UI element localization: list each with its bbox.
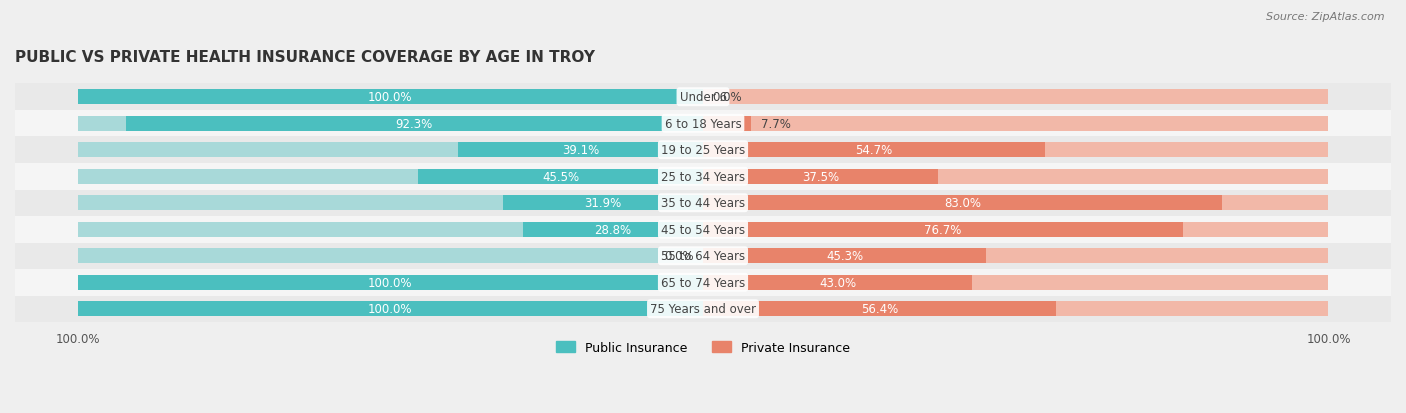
Text: 45.5%: 45.5% — [543, 170, 579, 183]
Bar — [703, 143, 1329, 158]
Text: 45 to 54 Years: 45 to 54 Years — [661, 223, 745, 236]
Bar — [523, 222, 703, 237]
Bar — [703, 275, 1329, 290]
Text: 100.0%: 100.0% — [368, 276, 412, 289]
Text: 45.3%: 45.3% — [827, 250, 863, 263]
Legend: Public Insurance, Private Insurance: Public Insurance, Private Insurance — [551, 336, 855, 359]
Bar — [503, 196, 703, 211]
Bar — [77, 143, 703, 158]
Bar — [458, 143, 703, 158]
Text: 25 to 34 Years: 25 to 34 Years — [661, 170, 745, 183]
Bar — [77, 196, 703, 211]
Bar — [703, 249, 1329, 264]
Text: 75 Years and over: 75 Years and over — [650, 303, 756, 316]
Bar — [125, 116, 703, 132]
Bar — [77, 249, 703, 264]
Text: 92.3%: 92.3% — [395, 117, 433, 131]
Text: 43.0%: 43.0% — [818, 276, 856, 289]
Text: 0.0%: 0.0% — [664, 250, 693, 263]
Bar — [77, 301, 703, 317]
Text: 100.0%: 100.0% — [368, 303, 412, 316]
Bar — [15, 216, 1391, 243]
Text: 31.9%: 31.9% — [585, 197, 621, 210]
Text: 83.0%: 83.0% — [943, 197, 981, 210]
Bar — [703, 275, 972, 290]
Bar — [77, 90, 703, 105]
Text: 54.7%: 54.7% — [855, 144, 893, 157]
Text: Source: ZipAtlas.com: Source: ZipAtlas.com — [1267, 12, 1385, 22]
Bar — [77, 169, 703, 185]
Bar — [703, 301, 1056, 317]
Bar — [15, 269, 1391, 296]
Bar — [703, 90, 1329, 105]
Bar — [703, 143, 1045, 158]
Bar — [703, 249, 987, 264]
Bar — [15, 84, 1391, 111]
Bar — [15, 164, 1391, 190]
Bar — [77, 275, 703, 290]
Text: PUBLIC VS PRIVATE HEALTH INSURANCE COVERAGE BY AGE IN TROY: PUBLIC VS PRIVATE HEALTH INSURANCE COVER… — [15, 50, 595, 65]
Text: 19 to 25 Years: 19 to 25 Years — [661, 144, 745, 157]
Bar — [703, 222, 1182, 237]
Bar — [15, 296, 1391, 322]
Text: 37.5%: 37.5% — [801, 170, 839, 183]
Bar — [15, 111, 1391, 137]
Text: Under 6: Under 6 — [679, 91, 727, 104]
Bar — [15, 137, 1391, 164]
Bar — [703, 222, 1329, 237]
Bar — [703, 196, 1329, 211]
Text: 76.7%: 76.7% — [924, 223, 962, 236]
Bar — [703, 116, 751, 132]
Bar — [703, 116, 1329, 132]
Text: 6 to 18 Years: 6 to 18 Years — [665, 117, 741, 131]
Bar — [15, 243, 1391, 269]
Bar — [77, 301, 703, 317]
Bar — [15, 190, 1391, 216]
Text: 100.0%: 100.0% — [368, 91, 412, 104]
Text: 65 to 74 Years: 65 to 74 Years — [661, 276, 745, 289]
Text: 28.8%: 28.8% — [595, 223, 631, 236]
Bar — [703, 169, 1329, 185]
Bar — [703, 169, 938, 185]
Text: 55 to 64 Years: 55 to 64 Years — [661, 250, 745, 263]
Text: 0.0%: 0.0% — [713, 91, 742, 104]
Bar — [77, 222, 703, 237]
Text: 35 to 44 Years: 35 to 44 Years — [661, 197, 745, 210]
Text: 7.7%: 7.7% — [761, 117, 790, 131]
Bar — [77, 90, 703, 105]
Bar — [77, 275, 703, 290]
Bar — [419, 169, 703, 185]
Bar — [703, 196, 1222, 211]
Bar — [703, 301, 1329, 317]
Bar — [77, 116, 703, 132]
Text: 56.4%: 56.4% — [860, 303, 898, 316]
Text: 39.1%: 39.1% — [562, 144, 599, 157]
